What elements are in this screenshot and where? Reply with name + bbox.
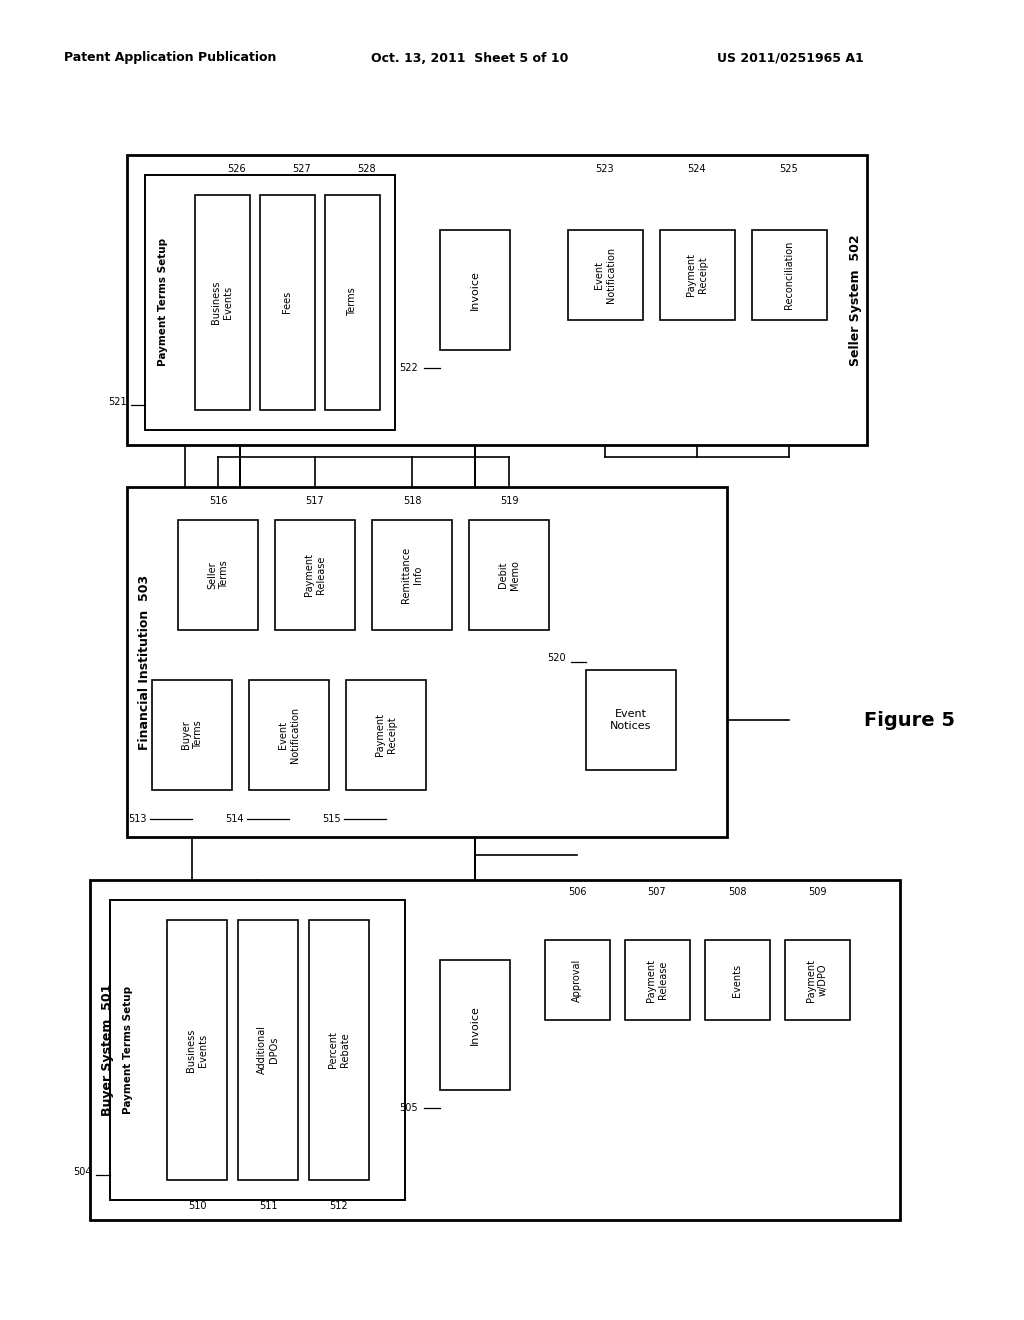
- Text: Terms: Terms: [347, 288, 357, 317]
- Bar: [145, 176, 395, 430]
- Text: Percent
Rebate: Percent Rebate: [329, 1031, 350, 1068]
- Bar: [260, 195, 315, 411]
- Bar: [705, 940, 770, 1020]
- Text: Debit
Memo: Debit Memo: [499, 560, 520, 590]
- Text: 528: 528: [357, 164, 376, 174]
- Text: 523: 523: [596, 164, 614, 174]
- Text: Seller
Terms: Seller Terms: [207, 561, 228, 589]
- Text: Patent Application Publication: Patent Application Publication: [63, 51, 276, 65]
- Text: Financial Institution  503: Financial Institution 503: [138, 574, 152, 750]
- Bar: [586, 671, 676, 770]
- Bar: [469, 520, 549, 630]
- Text: 516: 516: [209, 496, 227, 506]
- Bar: [440, 230, 510, 350]
- Text: 509: 509: [808, 887, 826, 898]
- Text: Events: Events: [732, 964, 742, 997]
- Bar: [752, 230, 827, 319]
- Bar: [325, 195, 380, 411]
- Text: Payment Terms Setup: Payment Terms Setup: [158, 238, 168, 366]
- Text: Payment
w/DPO: Payment w/DPO: [806, 958, 827, 1002]
- Bar: [625, 940, 690, 1020]
- Text: 515: 515: [323, 814, 341, 824]
- Text: 506: 506: [567, 887, 587, 898]
- Bar: [167, 920, 227, 1180]
- Bar: [90, 880, 900, 1220]
- Text: Seller System  502: Seller System 502: [849, 234, 861, 366]
- Text: Event
Notices: Event Notices: [610, 709, 651, 731]
- Text: Event
Notification: Event Notification: [594, 247, 615, 304]
- Bar: [545, 940, 610, 1020]
- Bar: [275, 520, 355, 630]
- Bar: [440, 960, 510, 1090]
- Text: Payment Terms Setup: Payment Terms Setup: [123, 986, 133, 1114]
- Text: 518: 518: [402, 496, 421, 506]
- Bar: [195, 195, 250, 411]
- Text: 520: 520: [548, 653, 566, 663]
- Text: 519: 519: [500, 496, 518, 506]
- Text: Buyer System  501: Buyer System 501: [101, 983, 115, 1117]
- Text: Invoice: Invoice: [470, 271, 480, 310]
- Bar: [127, 154, 867, 445]
- Text: 524: 524: [688, 164, 707, 174]
- Text: 514: 514: [225, 814, 244, 824]
- Text: Event
Notification: Event Notification: [279, 708, 300, 763]
- Text: Business
Events: Business Events: [186, 1028, 208, 1072]
- Text: US 2011/0251965 A1: US 2011/0251965 A1: [717, 51, 863, 65]
- Text: 505: 505: [399, 1104, 418, 1113]
- Text: Approval: Approval: [572, 958, 582, 1002]
- Text: 522: 522: [399, 363, 418, 374]
- Text: Payment
Release: Payment Release: [646, 958, 668, 1002]
- Text: Payment
Receipt: Payment Receipt: [375, 714, 397, 756]
- Bar: [127, 487, 727, 837]
- Bar: [238, 920, 298, 1180]
- Bar: [372, 520, 452, 630]
- Text: Oct. 13, 2011  Sheet 5 of 10: Oct. 13, 2011 Sheet 5 of 10: [372, 51, 568, 65]
- Text: 507: 507: [648, 887, 667, 898]
- Text: Payment
Receipt: Payment Receipt: [686, 253, 708, 297]
- Bar: [249, 680, 329, 789]
- Text: Additional
DPOs: Additional DPOs: [257, 1026, 279, 1074]
- Text: 526: 526: [227, 164, 246, 174]
- Text: Fees: Fees: [282, 290, 292, 313]
- Text: Invoice: Invoice: [470, 1005, 480, 1045]
- Bar: [568, 230, 643, 319]
- Text: 521: 521: [109, 397, 127, 407]
- Text: 517: 517: [306, 496, 325, 506]
- Text: Reconciliation: Reconciliation: [784, 240, 794, 309]
- Text: Remittance
Info: Remittance Info: [401, 546, 423, 603]
- Bar: [785, 940, 850, 1020]
- Text: 525: 525: [779, 164, 799, 174]
- Text: 511: 511: [259, 1201, 278, 1210]
- Text: Figure 5: Figure 5: [864, 710, 955, 730]
- Text: Payment
Release: Payment Release: [304, 553, 326, 597]
- Bar: [178, 520, 258, 630]
- Text: Buyer
Terms: Buyer Terms: [181, 721, 203, 750]
- Bar: [346, 680, 426, 789]
- Text: Business
Events: Business Events: [211, 280, 232, 323]
- Bar: [152, 680, 232, 789]
- Text: 504: 504: [74, 1167, 92, 1177]
- Text: 508: 508: [728, 887, 746, 898]
- Bar: [309, 920, 369, 1180]
- Text: 513: 513: [128, 814, 147, 824]
- Text: 510: 510: [187, 1201, 206, 1210]
- Bar: [110, 900, 406, 1200]
- Text: 512: 512: [330, 1201, 348, 1210]
- Text: 527: 527: [292, 164, 310, 174]
- Bar: [660, 230, 735, 319]
